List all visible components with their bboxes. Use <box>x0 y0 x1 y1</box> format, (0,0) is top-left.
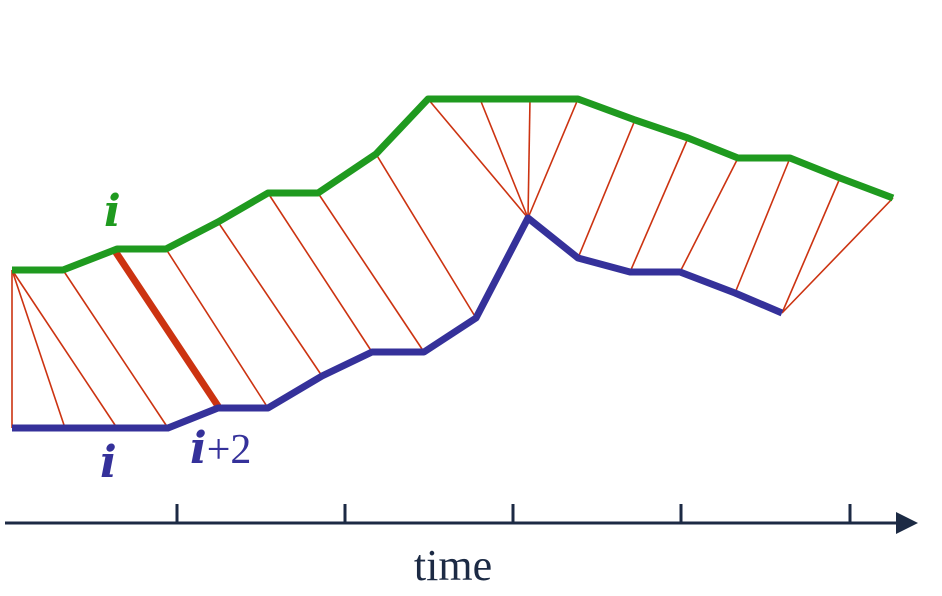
link <box>629 137 689 273</box>
link <box>217 221 323 377</box>
link <box>317 192 425 353</box>
link <box>479 98 529 219</box>
link <box>427 98 529 219</box>
link <box>11 269 118 429</box>
link <box>734 157 791 294</box>
link <box>679 157 739 273</box>
link <box>375 153 477 319</box>
axis-arrowhead <box>896 512 918 534</box>
link <box>781 197 894 314</box>
highlight-link <box>111 247 222 410</box>
link <box>11 269 66 429</box>
lower-series-line <box>12 214 784 432</box>
offset-label-suffix: +2 <box>207 427 252 473</box>
link <box>165 248 269 409</box>
axis-label: time <box>414 541 492 590</box>
link <box>577 119 636 259</box>
link <box>527 98 579 219</box>
offset-label-prefix: i <box>190 423 207 474</box>
upper-series-label: i <box>104 186 121 237</box>
time-axis: time <box>5 504 918 590</box>
offset-label: i+2 <box>190 423 251 474</box>
link <box>781 177 841 314</box>
lower-series-label: i <box>100 437 117 488</box>
upper-series-line <box>12 95 895 274</box>
link <box>267 192 373 353</box>
link <box>527 98 531 219</box>
link <box>62 269 169 429</box>
warping-links <box>11 98 894 429</box>
